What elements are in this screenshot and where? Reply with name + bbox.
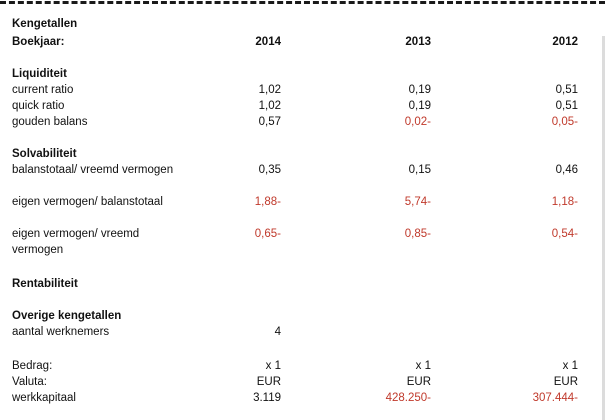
table-row: werkkapitaal 3.119 428.250- 307.444- xyxy=(0,390,605,406)
value-2012: 0,05- xyxy=(551,116,578,128)
table-row: eigen vermogen/ vreemd vermogen 0,65- 0,… xyxy=(0,226,605,256)
overige-heading-row: Overige kengetallen xyxy=(0,308,605,324)
value-2014: 1,02 xyxy=(258,100,281,112)
section-heading-liquiditeit: Liquiditeit xyxy=(12,68,67,80)
top-dashed-border xyxy=(0,1,605,4)
year-header-row: Boekjaar: 2014 2013 2012 xyxy=(0,34,605,50)
year-2012: 2012 xyxy=(552,36,578,48)
table-row: Valuta: EUR EUR EUR xyxy=(0,374,605,390)
liquiditeit-heading-row: Liquiditeit xyxy=(0,66,605,82)
value-2012: x 1 xyxy=(562,360,578,372)
report-title: Kengetallen xyxy=(12,18,78,30)
year-2013: 2013 xyxy=(405,36,431,48)
value-2014: 1,02 xyxy=(258,84,281,96)
value-2013: 0,85- xyxy=(404,228,431,240)
table-row: gouden balans 0,57 0,02- 0,05- xyxy=(0,114,605,130)
row-label: eigen vermogen/ vreemd vermogen xyxy=(12,228,140,256)
row-label: eigen vermogen/ balanstotaal xyxy=(12,196,163,208)
value-2012: 0,51 xyxy=(555,84,578,96)
value-2014: x 1 xyxy=(265,360,281,372)
rentabiliteit-heading-row: Rentabiliteit xyxy=(0,276,605,292)
value-2013: 0,15 xyxy=(408,164,431,176)
value-2012: 307.444- xyxy=(532,392,578,404)
row-label: werkkapitaal xyxy=(12,392,76,404)
row-label: balanstotaal/ vreemd vermogen xyxy=(12,164,174,176)
value-2014: 0,35 xyxy=(258,164,281,176)
vertical-scrollbar[interactable] xyxy=(602,36,605,420)
solvabiliteit-heading-row: Solvabiliteit xyxy=(0,146,605,162)
section-heading-rentabiliteit: Rentabiliteit xyxy=(12,278,78,290)
value-2012: 0,54- xyxy=(551,228,578,240)
row-label: Valuta: xyxy=(12,376,47,388)
table-row: balanstotaal/ vreemd vermogen 0,35 0,15 … xyxy=(0,162,605,178)
value-2014: EUR xyxy=(256,376,281,388)
year-label: Boekjaar: xyxy=(12,36,65,48)
value-2012: 0,46 xyxy=(555,164,578,176)
value-2014: 3.119 xyxy=(253,392,281,404)
table-row: eigen vermogen/ balanstotaal 1,88- 5,74-… xyxy=(0,194,605,210)
value-2013: 428.250- xyxy=(385,392,431,404)
value-2014: 0,65- xyxy=(254,228,281,240)
value-2013: 0,02- xyxy=(404,116,431,128)
value-2013: EUR xyxy=(406,376,431,388)
section-heading-overige: Overige kengetallen xyxy=(12,310,122,322)
value-2014: 4 xyxy=(274,326,281,338)
value-2014: 0,57 xyxy=(258,116,281,128)
value-2013: 0,19 xyxy=(408,100,431,112)
table-row: Bedrag: x 1 x 1 x 1 xyxy=(0,358,605,374)
year-2014: 2014 xyxy=(255,36,281,48)
row-label: Bedrag: xyxy=(12,360,53,372)
row-label: current ratio xyxy=(12,84,74,96)
value-2012: 0,51 xyxy=(555,100,578,112)
table-row: aantal werknemers 4 xyxy=(0,324,605,340)
table-row: quick ratio 1,02 0,19 0,51 xyxy=(0,98,605,114)
table-row: current ratio 1,02 0,19 0,51 xyxy=(0,82,605,98)
row-label: quick ratio xyxy=(12,100,65,112)
value-2013: x 1 xyxy=(415,360,431,372)
section-heading-solvabiliteit: Solvabiliteit xyxy=(12,148,77,160)
row-label: gouden balans xyxy=(12,116,88,128)
value-2012: EUR xyxy=(553,376,578,388)
value-2012: 1,18- xyxy=(551,196,578,208)
value-2013: 0,19 xyxy=(408,84,431,96)
report-title-row: Kengetallen xyxy=(0,16,605,32)
value-2014: 1,88- xyxy=(254,196,281,208)
value-2013: 5,74- xyxy=(404,196,431,208)
row-label: aantal werknemers xyxy=(12,326,110,338)
